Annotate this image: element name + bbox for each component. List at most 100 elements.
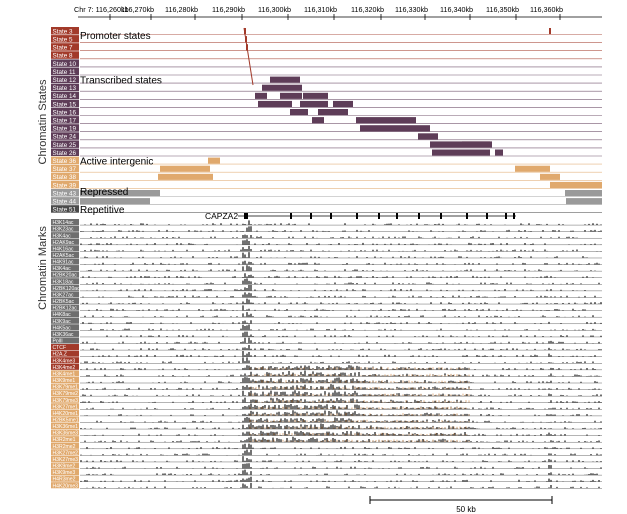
state-label-box	[51, 140, 79, 148]
mark-label-box	[51, 376, 79, 383]
state-segment	[312, 117, 324, 124]
mark-signal-overlay	[249, 406, 470, 410]
chromatin-states-side-label: Chromatin States	[37, 79, 49, 164]
state-group-label: Repressed	[80, 187, 128, 198]
state-label-box	[51, 197, 79, 205]
mark-label: H2AK9ac	[53, 240, 75, 246]
gene-exon	[466, 213, 468, 219]
mark-signal-overlay	[249, 380, 470, 383]
gene-track: CAPZA2	[205, 211, 516, 221]
state-segment	[566, 198, 602, 205]
mark-label-box	[51, 238, 79, 245]
mark-label-box	[51, 278, 79, 285]
mark-label-box	[51, 475, 79, 482]
gene-exon	[418, 213, 420, 219]
state-label: State 13	[53, 85, 77, 92]
gene-name: CAPZA2	[205, 211, 238, 221]
state-label-box	[51, 27, 79, 35]
mark-label: H3K27ac	[53, 292, 74, 298]
mark-signal	[88, 324, 596, 331]
state-label-box	[51, 132, 79, 140]
state-label: State 51	[53, 207, 77, 214]
mark-signal	[80, 423, 602, 429]
axis-tick-label: 116,280kb	[165, 5, 198, 14]
mark-signal	[80, 365, 596, 370]
state-segment	[495, 149, 503, 156]
state-label: State 26	[53, 150, 77, 157]
state-segment	[549, 28, 551, 35]
mark-label: H3K27me3	[53, 457, 79, 463]
state-label-box	[51, 35, 79, 43]
mark-label: H3K18ac	[53, 279, 74, 285]
mark-signal	[80, 456, 602, 462]
mark-signal	[82, 292, 596, 298]
mark-label-box	[51, 390, 79, 397]
mark-signal	[84, 410, 592, 416]
state-label-box	[51, 51, 79, 59]
mark-label: H3K36me3	[53, 431, 79, 437]
mark-signal	[86, 463, 602, 469]
gene-exon	[513, 213, 515, 219]
mark-signal	[80, 239, 602, 245]
mark-label: H2AK5ac	[53, 253, 75, 259]
state-label: State 44	[53, 199, 77, 206]
mark-signal	[84, 252, 588, 258]
mark-label-box	[51, 265, 79, 272]
mark-label-box	[51, 409, 79, 416]
state-segment	[255, 92, 267, 99]
mark-label: H3K27me1	[53, 404, 79, 410]
mark-label-box	[51, 225, 79, 232]
mark-signal	[82, 390, 602, 397]
mark-label: H2BK5ac	[53, 299, 75, 305]
mark-label-box	[51, 449, 79, 456]
state-label-box	[51, 67, 79, 75]
mark-signal	[86, 278, 600, 285]
gene-exon	[244, 213, 246, 219]
mark-label-box	[51, 370, 79, 377]
state-label-box	[51, 124, 79, 132]
mark-label-box	[51, 357, 79, 364]
state-label-box	[51, 99, 79, 108]
state-segment	[356, 117, 416, 124]
mark-signal	[82, 337, 600, 344]
mark-label-box	[51, 297, 79, 305]
mark-label: H3K14ac	[53, 220, 74, 226]
mark-label: H3K23ac	[53, 227, 74, 233]
state-label: State 12	[53, 77, 77, 84]
state-segment	[300, 100, 328, 107]
mark-label: H3K36me1	[53, 424, 79, 430]
mark-signal-overlay	[249, 373, 470, 377]
state-label: State 39	[53, 182, 77, 189]
axis-tick-label: Chr 7: 116,260kb	[74, 5, 129, 14]
mark-signal	[80, 476, 600, 482]
mark-label-box	[51, 330, 79, 337]
mark-signal-overlay	[249, 432, 470, 436]
mark-signal	[86, 265, 596, 272]
mark-signal-overlay	[249, 426, 470, 429]
mark-label-box	[51, 271, 79, 278]
mark-label: H3R2me2	[53, 444, 76, 450]
mark-signal	[80, 226, 602, 232]
mark-label-box	[51, 416, 79, 423]
mark-label: H3K4me1	[53, 371, 76, 377]
mark-label: H3K9me3	[53, 470, 76, 476]
mark-label-box	[51, 324, 79, 331]
mark-label-box	[51, 344, 79, 351]
chromatin-mark-signals	[80, 220, 602, 489]
mark-label: H3K79me2	[53, 391, 79, 397]
state-label: State 36	[53, 158, 77, 165]
gene-exon	[378, 213, 380, 219]
gene-exon	[246, 213, 248, 219]
gene-exon	[440, 213, 442, 219]
mark-label: H4K91ac	[53, 260, 74, 266]
mark-signal	[84, 245, 602, 252]
mark-label: H2BK5me1	[53, 418, 79, 424]
mark-label: H3K4ac	[53, 266, 72, 272]
mark-label-box	[51, 311, 79, 318]
mark-label: H3K4ac	[53, 233, 72, 239]
state-segment	[360, 125, 430, 132]
axis-tick-label: 116,330kb	[395, 5, 428, 14]
mark-signal	[84, 260, 600, 265]
gene-exon	[290, 213, 292, 219]
